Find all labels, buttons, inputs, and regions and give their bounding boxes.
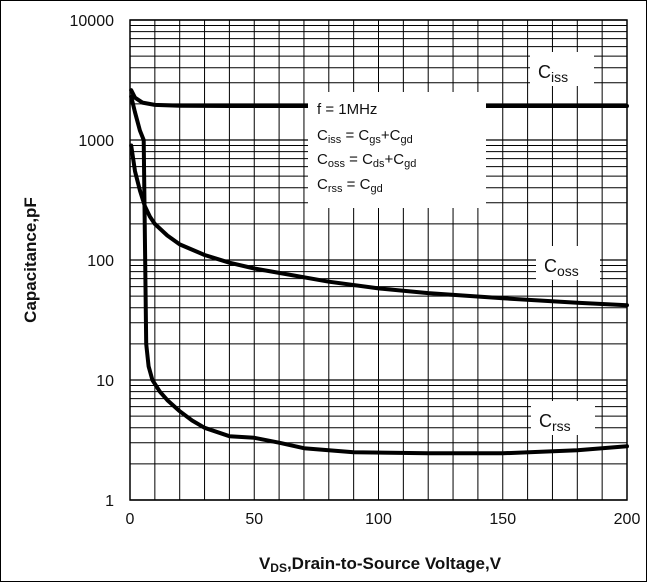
coss-curve-label-box xyxy=(536,246,600,280)
ann-coss-mid: = C xyxy=(345,151,373,168)
ann-ciss-c: C xyxy=(317,127,328,144)
ann-ciss-mid: = C xyxy=(341,127,369,144)
x-axis-title-rest: ,Drain-to-Source Voltage,V xyxy=(287,554,502,573)
crss-curve-label-main: C xyxy=(539,411,552,431)
ann-crss-c: C xyxy=(317,176,328,193)
ann-ciss-plus: +C xyxy=(381,127,401,144)
coss-curve-label-main: C xyxy=(544,256,557,276)
ann-coss-a: ds xyxy=(373,158,385,170)
x-tick-label: 100 xyxy=(365,511,392,528)
x-axis-title: VDS,Drain-to-Source Voltage,V xyxy=(259,554,502,575)
ann-coss-c: C xyxy=(317,151,328,168)
x-tick-label: 150 xyxy=(489,511,516,528)
ciss-curve-label: Ciss xyxy=(538,62,568,85)
ann-coss-plus: +C xyxy=(385,151,405,168)
crss-curve-label-sub: rss xyxy=(552,418,571,434)
y-tick-label: 100 xyxy=(87,253,114,270)
ann-ciss-b: gd xyxy=(400,134,412,146)
annotation-background xyxy=(308,92,486,208)
x-axis-title-main: V xyxy=(259,554,271,573)
crss-curve-label-box xyxy=(531,401,595,435)
ciss-curve-label-sub: iss xyxy=(551,69,568,85)
annotation-crss-eq: Crss = Cgd xyxy=(317,176,383,195)
x-tick-label: 200 xyxy=(614,511,641,528)
ann-coss-b: gd xyxy=(404,158,416,170)
y-tick-label: 10 xyxy=(96,373,114,390)
ciss-curve-label-main: C xyxy=(538,62,551,82)
ann-coss-sub: oss xyxy=(328,158,346,170)
ann-crss-sub: rss xyxy=(328,183,343,195)
ann-ciss-a: gs xyxy=(369,134,381,146)
annotation-coss-eq: Coss = Cds+Cgd xyxy=(317,151,416,170)
plot-border xyxy=(129,19,628,501)
crss-curve-label: Crss xyxy=(539,411,571,434)
coss-curve-label: Coss xyxy=(544,256,579,279)
y-tick-label: 1000 xyxy=(78,133,114,150)
crss-line xyxy=(129,94,629,456)
y-tick-label: 1 xyxy=(105,493,114,510)
x-tick-label: 0 xyxy=(126,511,135,528)
y-tick-label: 10000 xyxy=(70,13,115,30)
y-axis-title: Capacitance,pF xyxy=(21,197,40,323)
x-axis-title-sub: DS xyxy=(270,561,287,575)
ciss-curve-label-box xyxy=(530,52,594,86)
annotation-frequency: f = 1MHz xyxy=(317,101,377,118)
coss-curve-label-sub: oss xyxy=(557,263,579,279)
ann-crss-a: gd xyxy=(370,183,382,195)
annotation-ciss-eq: Ciss = Cgs+Cgd xyxy=(317,127,413,146)
ann-ciss-sub: iss xyxy=(328,134,342,146)
ann-crss-mid: = C xyxy=(343,176,371,193)
x-tick-label: 50 xyxy=(245,511,263,528)
